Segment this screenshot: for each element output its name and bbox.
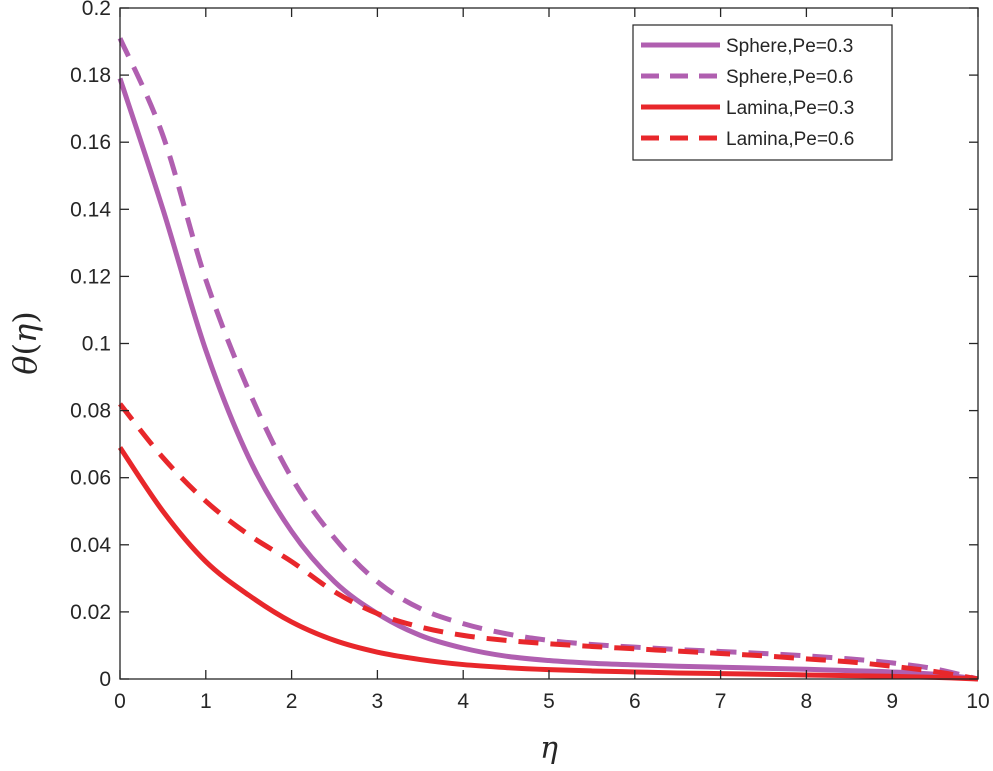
y-axis-label-open: ( bbox=[6, 343, 44, 355]
y-tick-label: 0.2 bbox=[82, 0, 111, 20]
series-line-lamina-pe-0-3 bbox=[117, 446, 979, 682]
tick-layer: 0 1 2 3 4 5 6 7 8 9 10 0 0.02 0.04 0.06 0.08 0.1 0.12 0.14… bbox=[70, 0, 990, 713]
x-tick-label: 0 bbox=[114, 690, 126, 713]
y-axis-label-var: η bbox=[6, 324, 44, 343]
x-tick-label: 2 bbox=[286, 690, 298, 713]
y-tick-label: 0.02 bbox=[70, 601, 111, 624]
y-axis-label: θ(η) bbox=[6, 311, 44, 374]
y-axis-label-symbol: θ bbox=[6, 355, 44, 374]
legend-label-lamina-pe-0-3: Lamina,Pe=0.3 bbox=[726, 98, 854, 119]
y-axis-label-close: ) bbox=[6, 311, 44, 323]
y-tick-label: 0.06 bbox=[70, 467, 111, 490]
x-tick-label: 4 bbox=[457, 690, 469, 713]
y-tick-label: 0.12 bbox=[70, 265, 111, 288]
x-tick-label: 5 bbox=[543, 690, 555, 713]
y-tick-label: 0.16 bbox=[70, 131, 111, 154]
x-tick-label: 3 bbox=[372, 690, 384, 713]
series-line-sphere-pe-0-6 bbox=[117, 37, 979, 682]
y-tick-label: 0.18 bbox=[70, 64, 111, 87]
legend: Sphere,Pe=0.3 Sphere,Pe=0.6 Lamina,Pe=0.3 L… bbox=[632, 24, 893, 161]
x-tick-label: 10 bbox=[966, 690, 989, 713]
legend-label-sphere-pe-0-6: Sphere,Pe=0.6 bbox=[726, 67, 853, 88]
y-tick-label: 0.08 bbox=[70, 400, 111, 423]
x-tick-label: 9 bbox=[886, 690, 898, 713]
x-axis-label: η bbox=[540, 731, 558, 766]
x-tick-label: 7 bbox=[715, 690, 727, 713]
legend-label-sphere-pe-0-3: Sphere,Pe=0.3 bbox=[726, 36, 853, 57]
y-tick-label: 0 bbox=[99, 668, 111, 691]
curves-layer bbox=[117, 37, 979, 682]
y-tick-label: 0.04 bbox=[70, 534, 111, 557]
x-tick-label: 1 bbox=[200, 690, 212, 713]
x-tick-label: 6 bbox=[629, 690, 641, 713]
x-tick-label: 8 bbox=[801, 690, 813, 713]
legend-label-lamina-pe-0-6: Lamina,Pe=0.6 bbox=[726, 129, 854, 150]
y-tick-label: 0.14 bbox=[70, 198, 111, 221]
y-tick-label: 0.1 bbox=[82, 333, 111, 356]
series-line-sphere-pe-0-3 bbox=[117, 77, 979, 682]
series-line-lamina-pe-0-6 bbox=[118, 402, 979, 682]
